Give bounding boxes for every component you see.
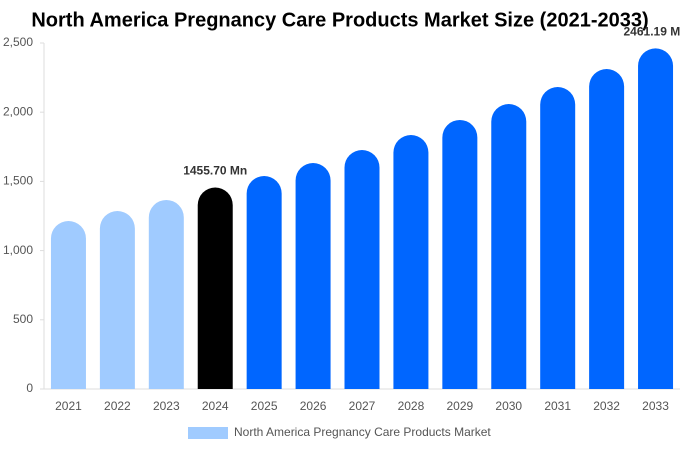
bar bbox=[99, 211, 135, 389]
bar bbox=[491, 104, 527, 390]
x-tick-label: 2027 bbox=[349, 399, 376, 413]
x-tick-label: 2033 bbox=[642, 399, 669, 413]
x-tick-label: 2032 bbox=[593, 399, 620, 413]
y-tick-label: 0 bbox=[26, 381, 33, 395]
x-tick-label: 2031 bbox=[544, 399, 571, 413]
x-tick-label: 2028 bbox=[398, 399, 425, 413]
bar bbox=[246, 176, 282, 389]
y-tick-label: 2,000 bbox=[3, 104, 33, 118]
bar bbox=[442, 119, 478, 390]
bar bbox=[638, 48, 674, 389]
bar bbox=[393, 135, 429, 389]
value-label: 1455.70 Mn bbox=[183, 164, 247, 178]
x-tick-label: 2021 bbox=[55, 399, 82, 413]
bar bbox=[50, 220, 86, 389]
bar bbox=[540, 87, 576, 389]
y-tick-label: 1,000 bbox=[3, 243, 33, 257]
chart-title: North America Pregnancy Care Products Ma… bbox=[31, 9, 648, 31]
x-tick-label: 2024 bbox=[202, 399, 229, 413]
bar bbox=[344, 149, 380, 389]
legend-swatch bbox=[188, 427, 228, 439]
x-tick-label: 2025 bbox=[251, 399, 278, 413]
x-tick-label: 2026 bbox=[300, 399, 327, 413]
bar bbox=[197, 187, 233, 389]
x-tick-label: 2029 bbox=[446, 399, 473, 413]
value-label: 2461.19 Mn bbox=[624, 25, 680, 39]
y-tick-label: 1,500 bbox=[3, 174, 33, 188]
x-tick-label: 2022 bbox=[104, 399, 131, 413]
y-tick-label: 500 bbox=[13, 312, 33, 326]
x-tick-label: 2030 bbox=[495, 399, 522, 413]
bar bbox=[148, 199, 184, 389]
bar bbox=[589, 69, 625, 390]
y-tick-label: 2,500 bbox=[3, 35, 33, 49]
legend-label: North America Pregnancy Care Products Ma… bbox=[234, 425, 491, 439]
x-tick-label: 2023 bbox=[153, 399, 180, 413]
bar bbox=[295, 162, 331, 389]
